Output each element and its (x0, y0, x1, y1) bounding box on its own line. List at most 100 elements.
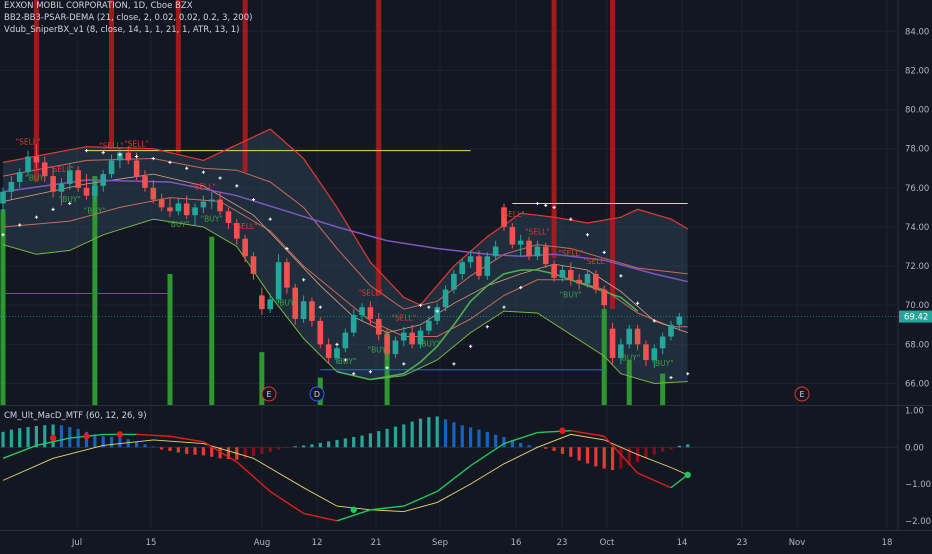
candle-body (467, 256, 474, 263)
candle-body (534, 246, 541, 257)
macd-histogram-bar (101, 436, 105, 448)
macd-legend: CM_Ult_MacD_MTF (60, 12, 26, 9) (4, 410, 147, 422)
sell-label: "SELL" (49, 165, 74, 174)
candle-body (651, 348, 658, 360)
candle-body (0, 191, 6, 204)
sell-label: "SELL" (99, 142, 124, 151)
price-tick-label: 84.00 (905, 27, 929, 37)
sell-signal-bar (109, 0, 115, 149)
candle-body (350, 315, 357, 333)
buy-signal-bar (259, 352, 265, 405)
macd-histogram-bar (619, 447, 623, 469)
candle-body (125, 152, 132, 161)
macd-tick-label: 1.00 (905, 407, 924, 417)
candle-body (618, 344, 624, 359)
time-tick-label: Oct (600, 538, 615, 548)
psar-dot (402, 362, 406, 366)
candle-body (568, 270, 574, 280)
event-label: E (266, 390, 271, 399)
candle-body (133, 160, 140, 177)
psar-dot (118, 152, 122, 157)
macd-histogram-bar (118, 437, 122, 448)
buy-label: "BUY" (560, 291, 582, 300)
macd-histogram-bar (427, 417, 431, 448)
candle-body (75, 170, 81, 188)
sell-label: "SELL" (16, 138, 41, 147)
macd-cross-dot (49, 434, 57, 442)
candle-body (334, 348, 340, 359)
macd-histogram-bar (260, 447, 264, 454)
macd-histogram-bar (135, 441, 139, 448)
macd-histogram-bar (652, 447, 656, 455)
macd-histogram-bar (352, 436, 356, 448)
macd-histogram-bar (176, 447, 180, 453)
candle-body (58, 183, 65, 192)
psar-dot (34, 215, 38, 219)
time-tick-label: 23 (737, 538, 748, 548)
candle-body (67, 170, 73, 184)
candle-body (601, 289, 607, 306)
candle-body (634, 328, 641, 345)
macd-title: CM_Ult_MacD_MTF (60, 12, 26, 9) (4, 411, 147, 421)
sell-label: "SELL" (558, 249, 583, 258)
candle-body (117, 152, 123, 161)
psar-dot (352, 372, 356, 376)
macd-histogram-bar (377, 431, 381, 448)
bb-inner-upper-line (2, 157, 688, 310)
candle-body (526, 240, 532, 257)
price-tick-label: 78.00 (905, 145, 929, 155)
sell-signal-bar (175, 0, 181, 153)
psar-dot (101, 151, 105, 155)
macd-histogram-bar (201, 447, 205, 456)
candle-body (183, 203, 190, 216)
macd-tick-label: −2.00 (905, 517, 931, 527)
price-tick-label: 76.00 (905, 184, 929, 194)
macd-histogram-bar (226, 447, 231, 460)
macd-histogram-bar (302, 445, 306, 448)
psar-dot (368, 370, 372, 374)
macd-tick-label: −1.00 (905, 480, 931, 490)
macd-line-segment (403, 490, 438, 507)
candle-body (108, 160, 115, 175)
candle-body (41, 162, 48, 177)
candle-body (25, 156, 31, 173)
earnings-marker (794, 386, 810, 402)
psar-dot (686, 372, 690, 376)
candle-body (609, 328, 616, 359)
buy-signal-bar (601, 309, 607, 405)
candle-body (676, 316, 683, 325)
macd-cross-dot (684, 471, 691, 479)
psar-dot (1, 233, 5, 237)
macd-histogram-bar (143, 444, 147, 448)
time-tick-label: 15 (146, 538, 157, 548)
psar-dot (235, 184, 239, 188)
candle-body (668, 324, 674, 337)
buy-label: "BUY" (201, 214, 223, 223)
macd-line-segment (570, 430, 605, 437)
time-tick-label: 18 (882, 538, 893, 548)
sell-label: "SELL" (391, 314, 416, 323)
buy-label: "BUY" (84, 207, 106, 216)
sell-label: "SELL" (233, 222, 258, 231)
macd-histogram-bar (335, 439, 339, 448)
macd-line-segment (436, 465, 472, 492)
candle-body (167, 207, 173, 212)
candle-body (417, 330, 424, 345)
macd-histogram-bar (168, 447, 172, 451)
psar-dot (135, 154, 139, 159)
psar-dot (151, 156, 155, 161)
macd-histogram-bar (151, 446, 155, 448)
candle-body (643, 344, 649, 360)
psar-dot (669, 376, 673, 380)
price-tick-label: 66.00 (905, 379, 929, 389)
psar-dot (218, 176, 222, 180)
macd-cross-dot (83, 433, 90, 440)
macd-histogram-bar (519, 442, 523, 448)
psar-dot (201, 170, 205, 174)
candle-body (626, 328, 633, 345)
psar-dot (435, 309, 439, 313)
psar-dot (302, 278, 306, 282)
